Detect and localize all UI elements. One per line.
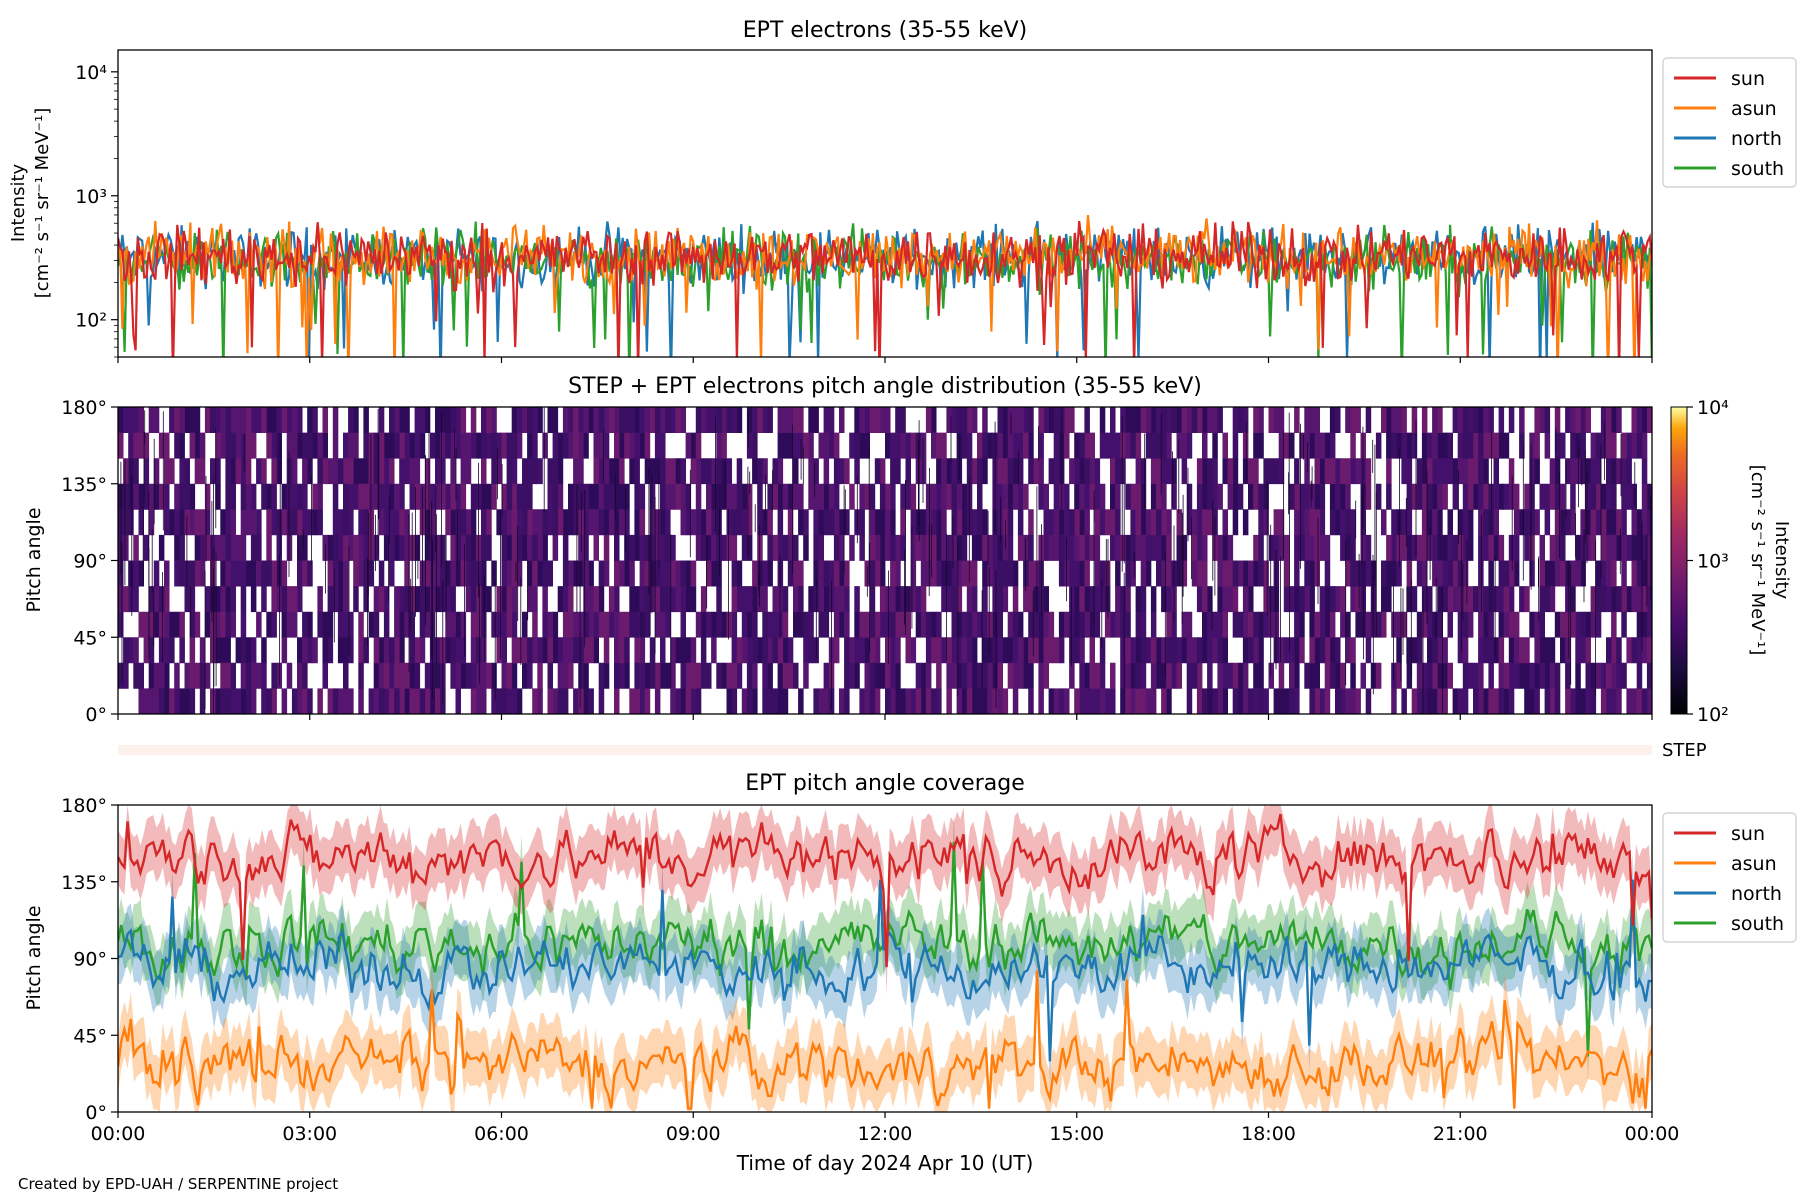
colorbar-tick-label: 10⁴: [1697, 397, 1729, 419]
panel2-title: STEP + EPT electrons pitch angle distrib…: [568, 374, 1202, 399]
legend-label-south: south: [1731, 158, 1784, 180]
colorbar-label-line1: Intensity: [1771, 521, 1792, 600]
y-tick-label: 135°: [61, 872, 107, 894]
panel1-x-ticks: [117, 357, 1653, 363]
legend-label-sun: sun: [1731, 823, 1765, 845]
panel1-legend: sun asun north south: [1662, 57, 1797, 188]
step-label: STEP: [1662, 740, 1707, 761]
colorbar-ticks: 10² 10³ 10⁴: [1687, 397, 1729, 726]
legend-label-north: north: [1731, 128, 1782, 150]
colorbar-tick-label: 10²: [1697, 704, 1729, 726]
heatmap-streaks: [120, 407, 1652, 714]
panel3-title: EPT pitch angle coverage: [745, 771, 1025, 796]
panel3-series: [118, 813, 1652, 1110]
heatmap-cells: [118, 407, 1652, 714]
panel3-xlabel: Time of day 2024 Apr 10 (UT): [736, 1151, 1034, 1175]
panel3-x-axis: 00:00 03:00 06:00 09:00 12:00 15:00 18:00 21:00…: [91, 1112, 1680, 1145]
y-tick-label: 45°: [73, 627, 107, 649]
colorbar-label-line2: [cm⁻² s⁻¹ sr⁻¹ MeV⁻¹]: [1747, 465, 1768, 656]
legend-label-south: south: [1731, 913, 1784, 935]
series-line-sun: [118, 813, 1652, 968]
y-tick-label: 90°: [73, 949, 107, 971]
y-tick-label: 10²: [75, 310, 107, 332]
panel1-ylabel-line2: [cm⁻² s⁻¹ sr⁻¹ MeV⁻¹]: [32, 108, 53, 299]
panel-intensity: EPT electrons (35-55 keV) 10² 10³ 10⁴ Inte…: [8, 18, 1797, 363]
x-tick-label: 00:00: [91, 1123, 146, 1145]
panel3-y-axis: 0° 45° 90° 135° 180°: [61, 795, 118, 1124]
colorbar: [1670, 406, 1688, 715]
x-tick-label: 06:00: [474, 1123, 529, 1145]
y-tick-label: 135°: [61, 474, 107, 496]
x-tick-label: 09:00: [666, 1123, 721, 1145]
panel1-series: [118, 215, 1652, 357]
colorbar-tick-label: 10³: [1697, 551, 1729, 573]
heatmap-cells-2: [118, 407, 1652, 714]
panel-pitch-distribution: STEP + EPT electrons pitch angle distrib…: [23, 374, 1792, 761]
y-tick-label: 90°: [73, 551, 107, 573]
y-tick-label: 10³: [75, 186, 107, 208]
legend-label-north: north: [1731, 883, 1782, 905]
panel3-ylabel: Pitch angle: [23, 905, 45, 1010]
y-tick-label: 45°: [73, 1025, 107, 1047]
x-tick-label: 18:00: [1241, 1123, 1296, 1145]
series-line-sun: [118, 220, 1652, 357]
x-tick-label: 21:00: [1433, 1123, 1488, 1145]
band-sun: [118, 805, 1652, 995]
panel1-title: EPT electrons (35-55 keV): [743, 18, 1028, 43]
x-tick-label: 00:00: [1625, 1123, 1680, 1145]
legend-label-asun: asun: [1731, 853, 1777, 875]
band-north: [118, 852, 1652, 1089]
panel1-ylabel-line1: Intensity: [8, 163, 29, 242]
y-tick-label: 0°: [85, 1102, 107, 1124]
panel2-ylabel: Pitch angle: [23, 507, 45, 612]
panel2-x-ticks: [117, 714, 1653, 720]
y-tick-label: 0°: [85, 704, 107, 726]
panel3-legend: sun asun north south: [1662, 812, 1797, 943]
y-tick-label: 180°: [61, 795, 107, 817]
legend-label-asun: asun: [1731, 98, 1777, 120]
heatmap-cells-4: [118, 407, 1652, 714]
series-line-asun: [118, 970, 1652, 1110]
panel-pitch-coverage: EPT pitch angle coverage 0° 45° 90° 135° 180…: [23, 771, 1797, 1175]
x-tick-label: 12:00: [858, 1123, 913, 1145]
y-tick-label: 180°: [61, 397, 107, 419]
y-tick-label: 10⁴: [75, 62, 107, 84]
step-coverage-bar: [118, 745, 1652, 755]
panel1-y-axis: 10² 10³ 10⁴: [75, 62, 118, 358]
legend-label-sun: sun: [1731, 68, 1765, 90]
panel2-y-axis: 0° 45° 90° 135° 180°: [61, 397, 118, 726]
x-tick-label: 15:00: [1049, 1123, 1104, 1145]
footer-credit: Created by EPD-UAH / SERPENTINE project: [18, 1175, 339, 1193]
x-tick-label: 03:00: [282, 1123, 337, 1145]
